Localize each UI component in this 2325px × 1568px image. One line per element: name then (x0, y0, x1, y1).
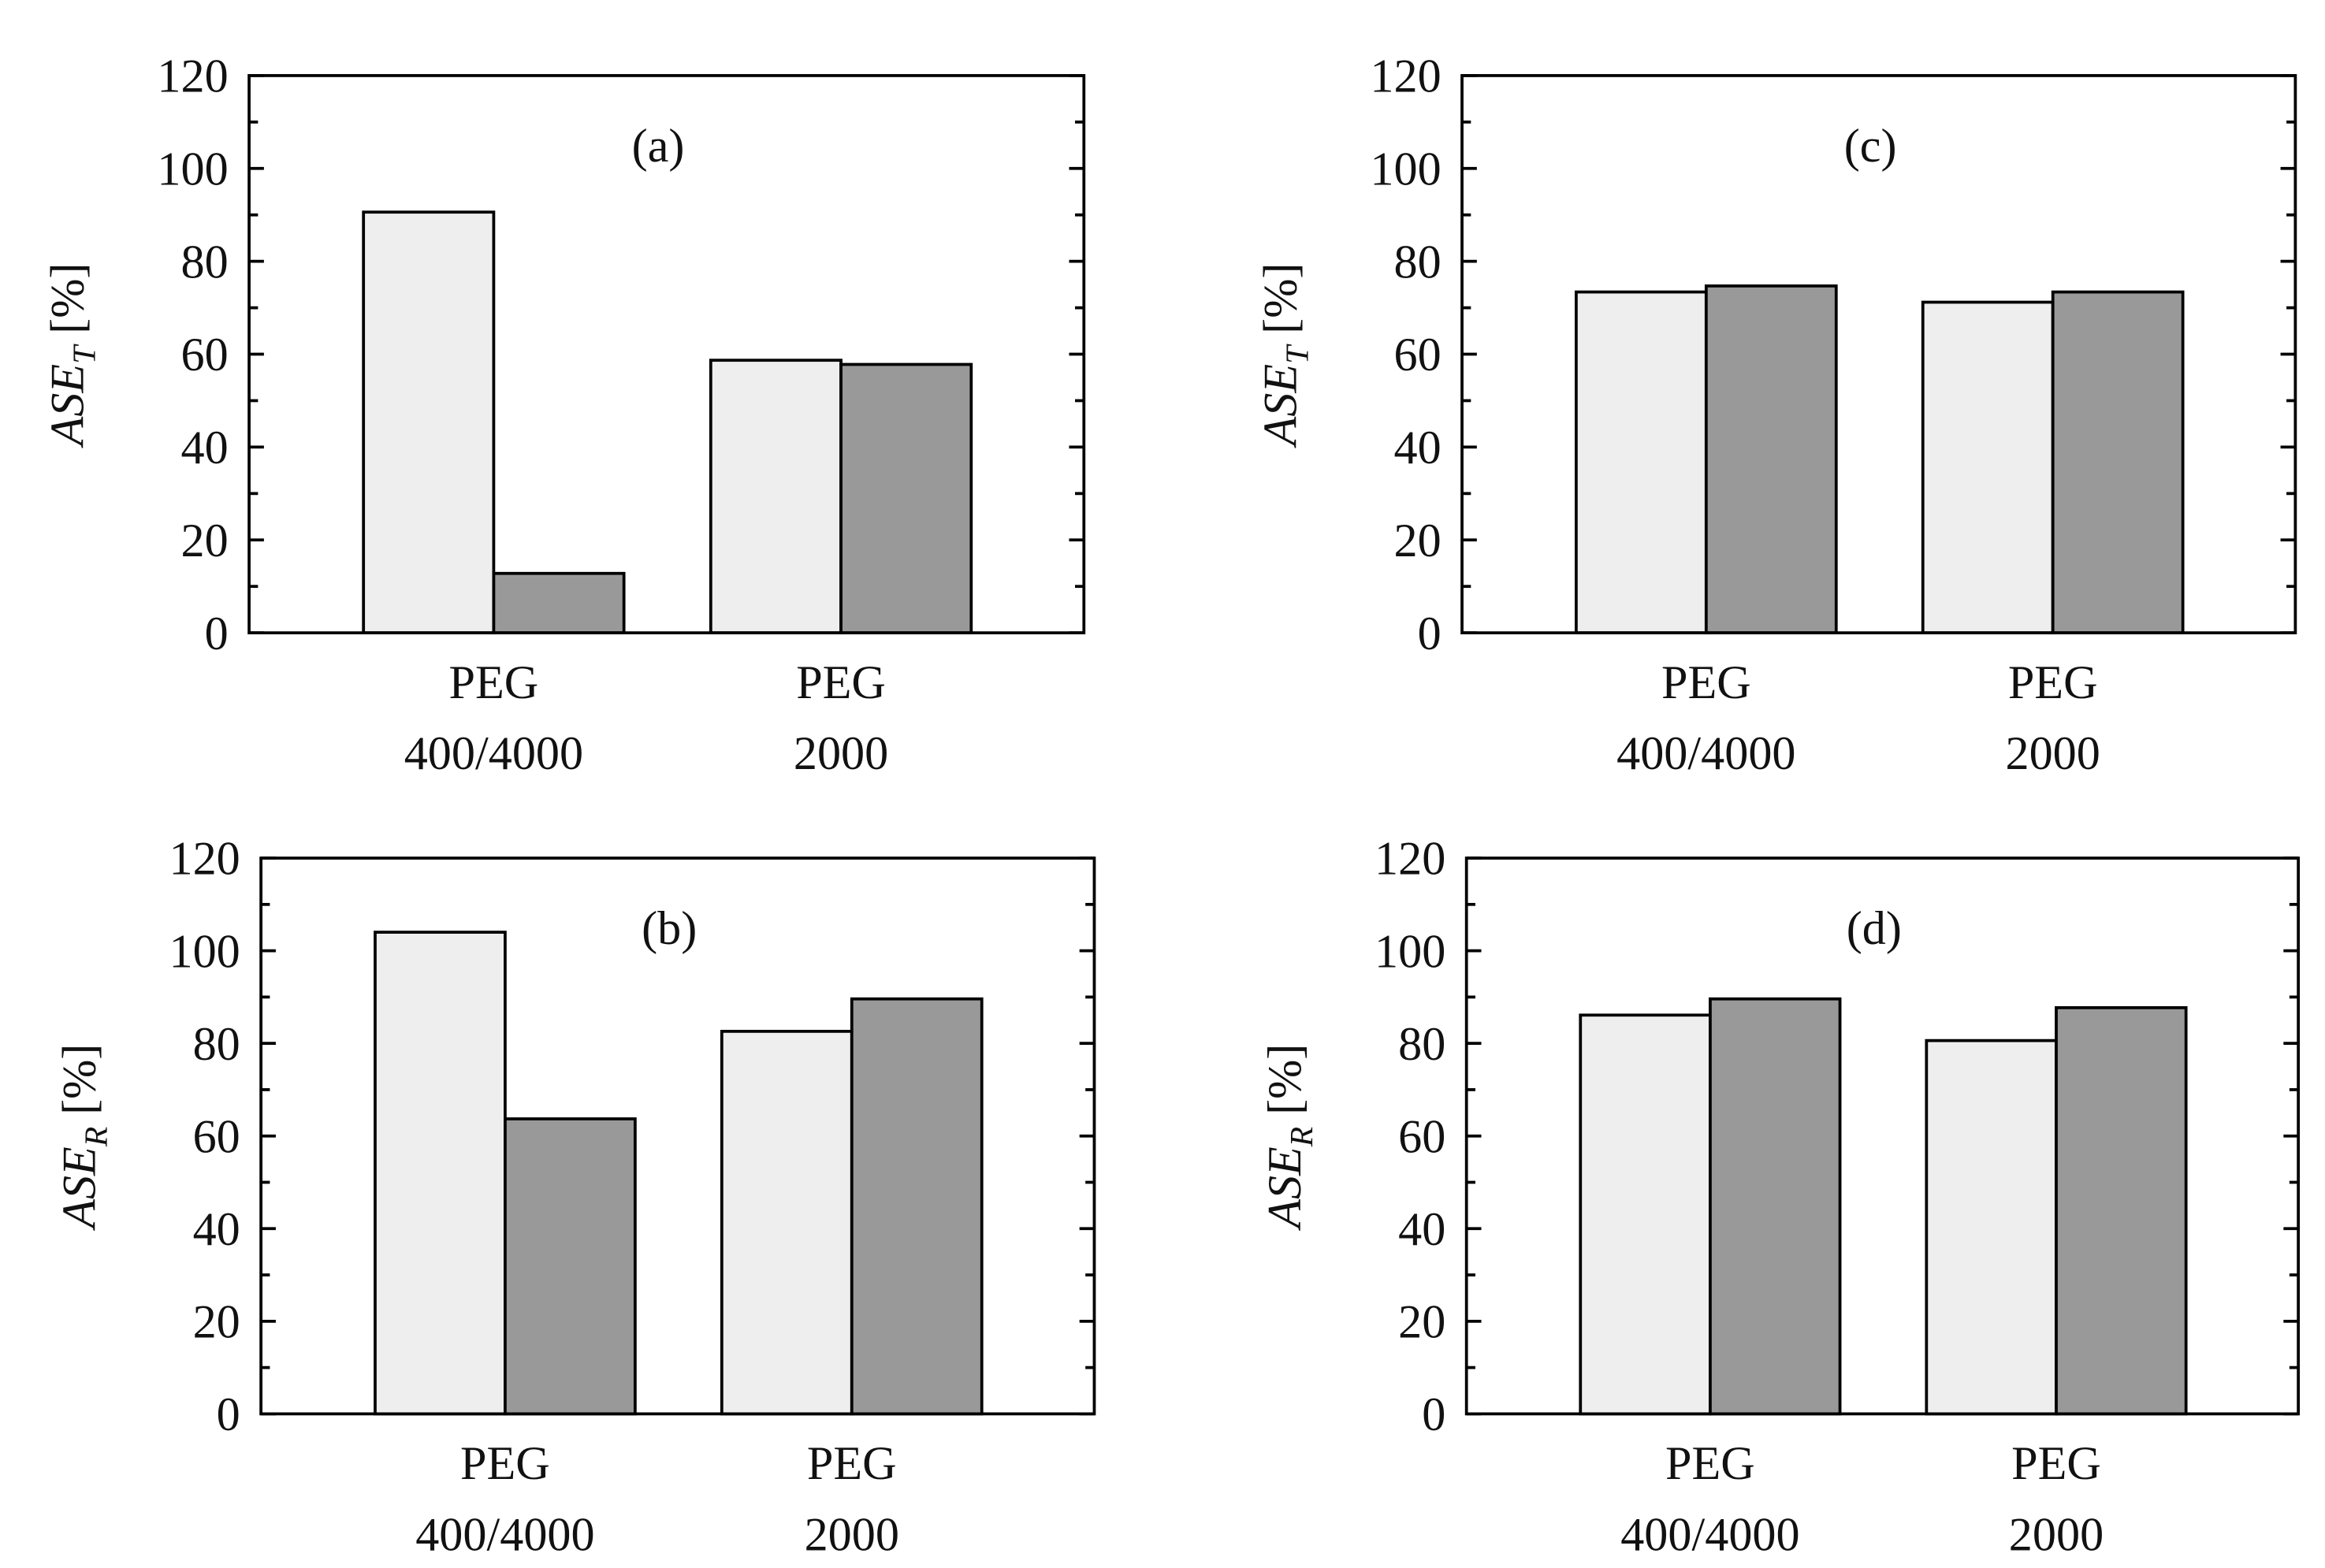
y-tick-label: 60 (181, 329, 229, 381)
x-tick-label: PEG (460, 1437, 550, 1490)
y-axis-label-sub: T (1278, 344, 1315, 364)
bar (1709, 997, 1842, 1416)
y-axis-label: ASET [%] (1254, 263, 1315, 449)
y-axis-label-sub: R (77, 1127, 113, 1147)
bar (492, 571, 626, 635)
x-tick-label: PEG (796, 656, 886, 709)
y-axis-label-main: ASE (53, 1146, 106, 1232)
y-tick-label: 60 (193, 1110, 240, 1163)
y-axis-label-unit: [%] (53, 1044, 106, 1115)
y-tick-label: 0 (1422, 1388, 1445, 1441)
y-tick-label: 80 (181, 236, 229, 288)
y-axis-label: ASER [%] (53, 1044, 113, 1232)
y-axis-label-sub: R (1283, 1127, 1319, 1147)
y-tick-label: 80 (1394, 236, 1442, 288)
y-tick-label: 120 (1375, 833, 1445, 886)
y-tick-label: 40 (1394, 422, 1442, 474)
y-axis-label-space (41, 334, 94, 346)
y-axis-label-sub: T (65, 344, 102, 364)
bar (1575, 290, 1708, 635)
bar (504, 1117, 637, 1416)
y-tick-label: 120 (157, 50, 228, 103)
y-tick-label: 40 (193, 1203, 240, 1256)
y-tick-label: 80 (193, 1018, 240, 1071)
bar (1579, 1013, 1712, 1416)
bar (850, 997, 984, 1416)
x-tick-label: 2000 (2005, 727, 2100, 780)
y-tick-label: 100 (1370, 143, 1441, 195)
y-tick-label: 20 (193, 1296, 240, 1349)
x-tick-label: PEG (449, 656, 539, 709)
bar (1925, 1039, 2058, 1416)
y-axis-label-main: ASE (41, 364, 94, 449)
panel: PEG 400/4000 PEG 2000 0 20 40 60 80 100 120 (c) ASET… (1254, 50, 2297, 780)
y-tick-label: 120 (169, 833, 240, 886)
panel-label: (c) (1844, 120, 1897, 173)
y-tick-label: 60 (1394, 329, 1442, 381)
x-tick-label: 400/4000 (1620, 1508, 1799, 1561)
panel-label: (d) (1847, 902, 1902, 955)
panel-label: (a) (632, 120, 685, 173)
x-tick-label: 400/4000 (1616, 727, 1795, 780)
panel: PEG 400/4000 PEG 2000 0 20 40 60 80 100 120 (b) ASER… (53, 833, 1096, 1561)
y-axis-label-main: ASE (1254, 364, 1307, 449)
y-tick-label: 40 (1398, 1203, 1445, 1256)
y-axis-label: ASER [%] (1259, 1044, 1319, 1232)
y-tick-label: 120 (1370, 50, 1441, 103)
y-tick-label: 20 (181, 515, 229, 567)
panel: PEG 400/4000 PEG 2000 0 20 40 60 80 100 120 (a) ASET… (41, 50, 1086, 780)
bar (374, 931, 507, 1416)
bar (2051, 290, 2185, 635)
bar (709, 359, 843, 635)
bar (1921, 300, 2055, 635)
y-tick-label: 20 (1398, 1296, 1445, 1349)
y-tick-label: 100 (1375, 925, 1445, 978)
bar (1704, 284, 1838, 635)
x-tick-label: PEG (807, 1437, 897, 1490)
bar (2055, 1006, 2188, 1416)
y-axis-label-main: ASE (1259, 1146, 1311, 1232)
panel-label: (b) (642, 902, 697, 955)
bar (362, 210, 496, 635)
y-axis-label-unit: [%] (1259, 1044, 1311, 1115)
bar (720, 1029, 854, 1416)
bar (839, 362, 973, 635)
x-tick-label: 2000 (805, 1508, 899, 1561)
x-tick-label: 2000 (2009, 1508, 2104, 1561)
y-tick-label: 0 (217, 1388, 240, 1441)
y-axis-label-unit: [%] (41, 263, 94, 334)
y-axis-label-space (1259, 1115, 1311, 1127)
panel: PEG 400/4000 PEG 2000 0 20 40 60 80 100 120 (d) ASER… (1259, 833, 2301, 1561)
x-tick-label: 400/4000 (415, 1508, 594, 1561)
y-tick-label: 0 (1418, 608, 1442, 660)
x-tick-label: PEG (1665, 1437, 1755, 1490)
y-tick-label: 40 (181, 422, 229, 474)
x-tick-label: PEG (1661, 656, 1751, 709)
x-tick-label: 2000 (794, 727, 888, 780)
y-tick-label: 20 (1394, 515, 1442, 567)
y-tick-label: 0 (205, 608, 229, 660)
x-tick-label: 400/4000 (404, 727, 583, 780)
y-tick-label: 80 (1398, 1018, 1445, 1071)
x-tick-label: PEG (2011, 1437, 2101, 1490)
y-axis-label-space (53, 1115, 106, 1127)
x-tick-label: PEG (2008, 656, 2098, 709)
y-axis-label-space (1254, 334, 1307, 346)
y-axis-label: ASET [%] (41, 263, 102, 449)
y-tick-label: 100 (169, 925, 240, 978)
y-tick-label: 60 (1398, 1110, 1445, 1163)
y-tick-label: 100 (157, 143, 228, 195)
y-axis-label-unit: [%] (1254, 263, 1307, 334)
